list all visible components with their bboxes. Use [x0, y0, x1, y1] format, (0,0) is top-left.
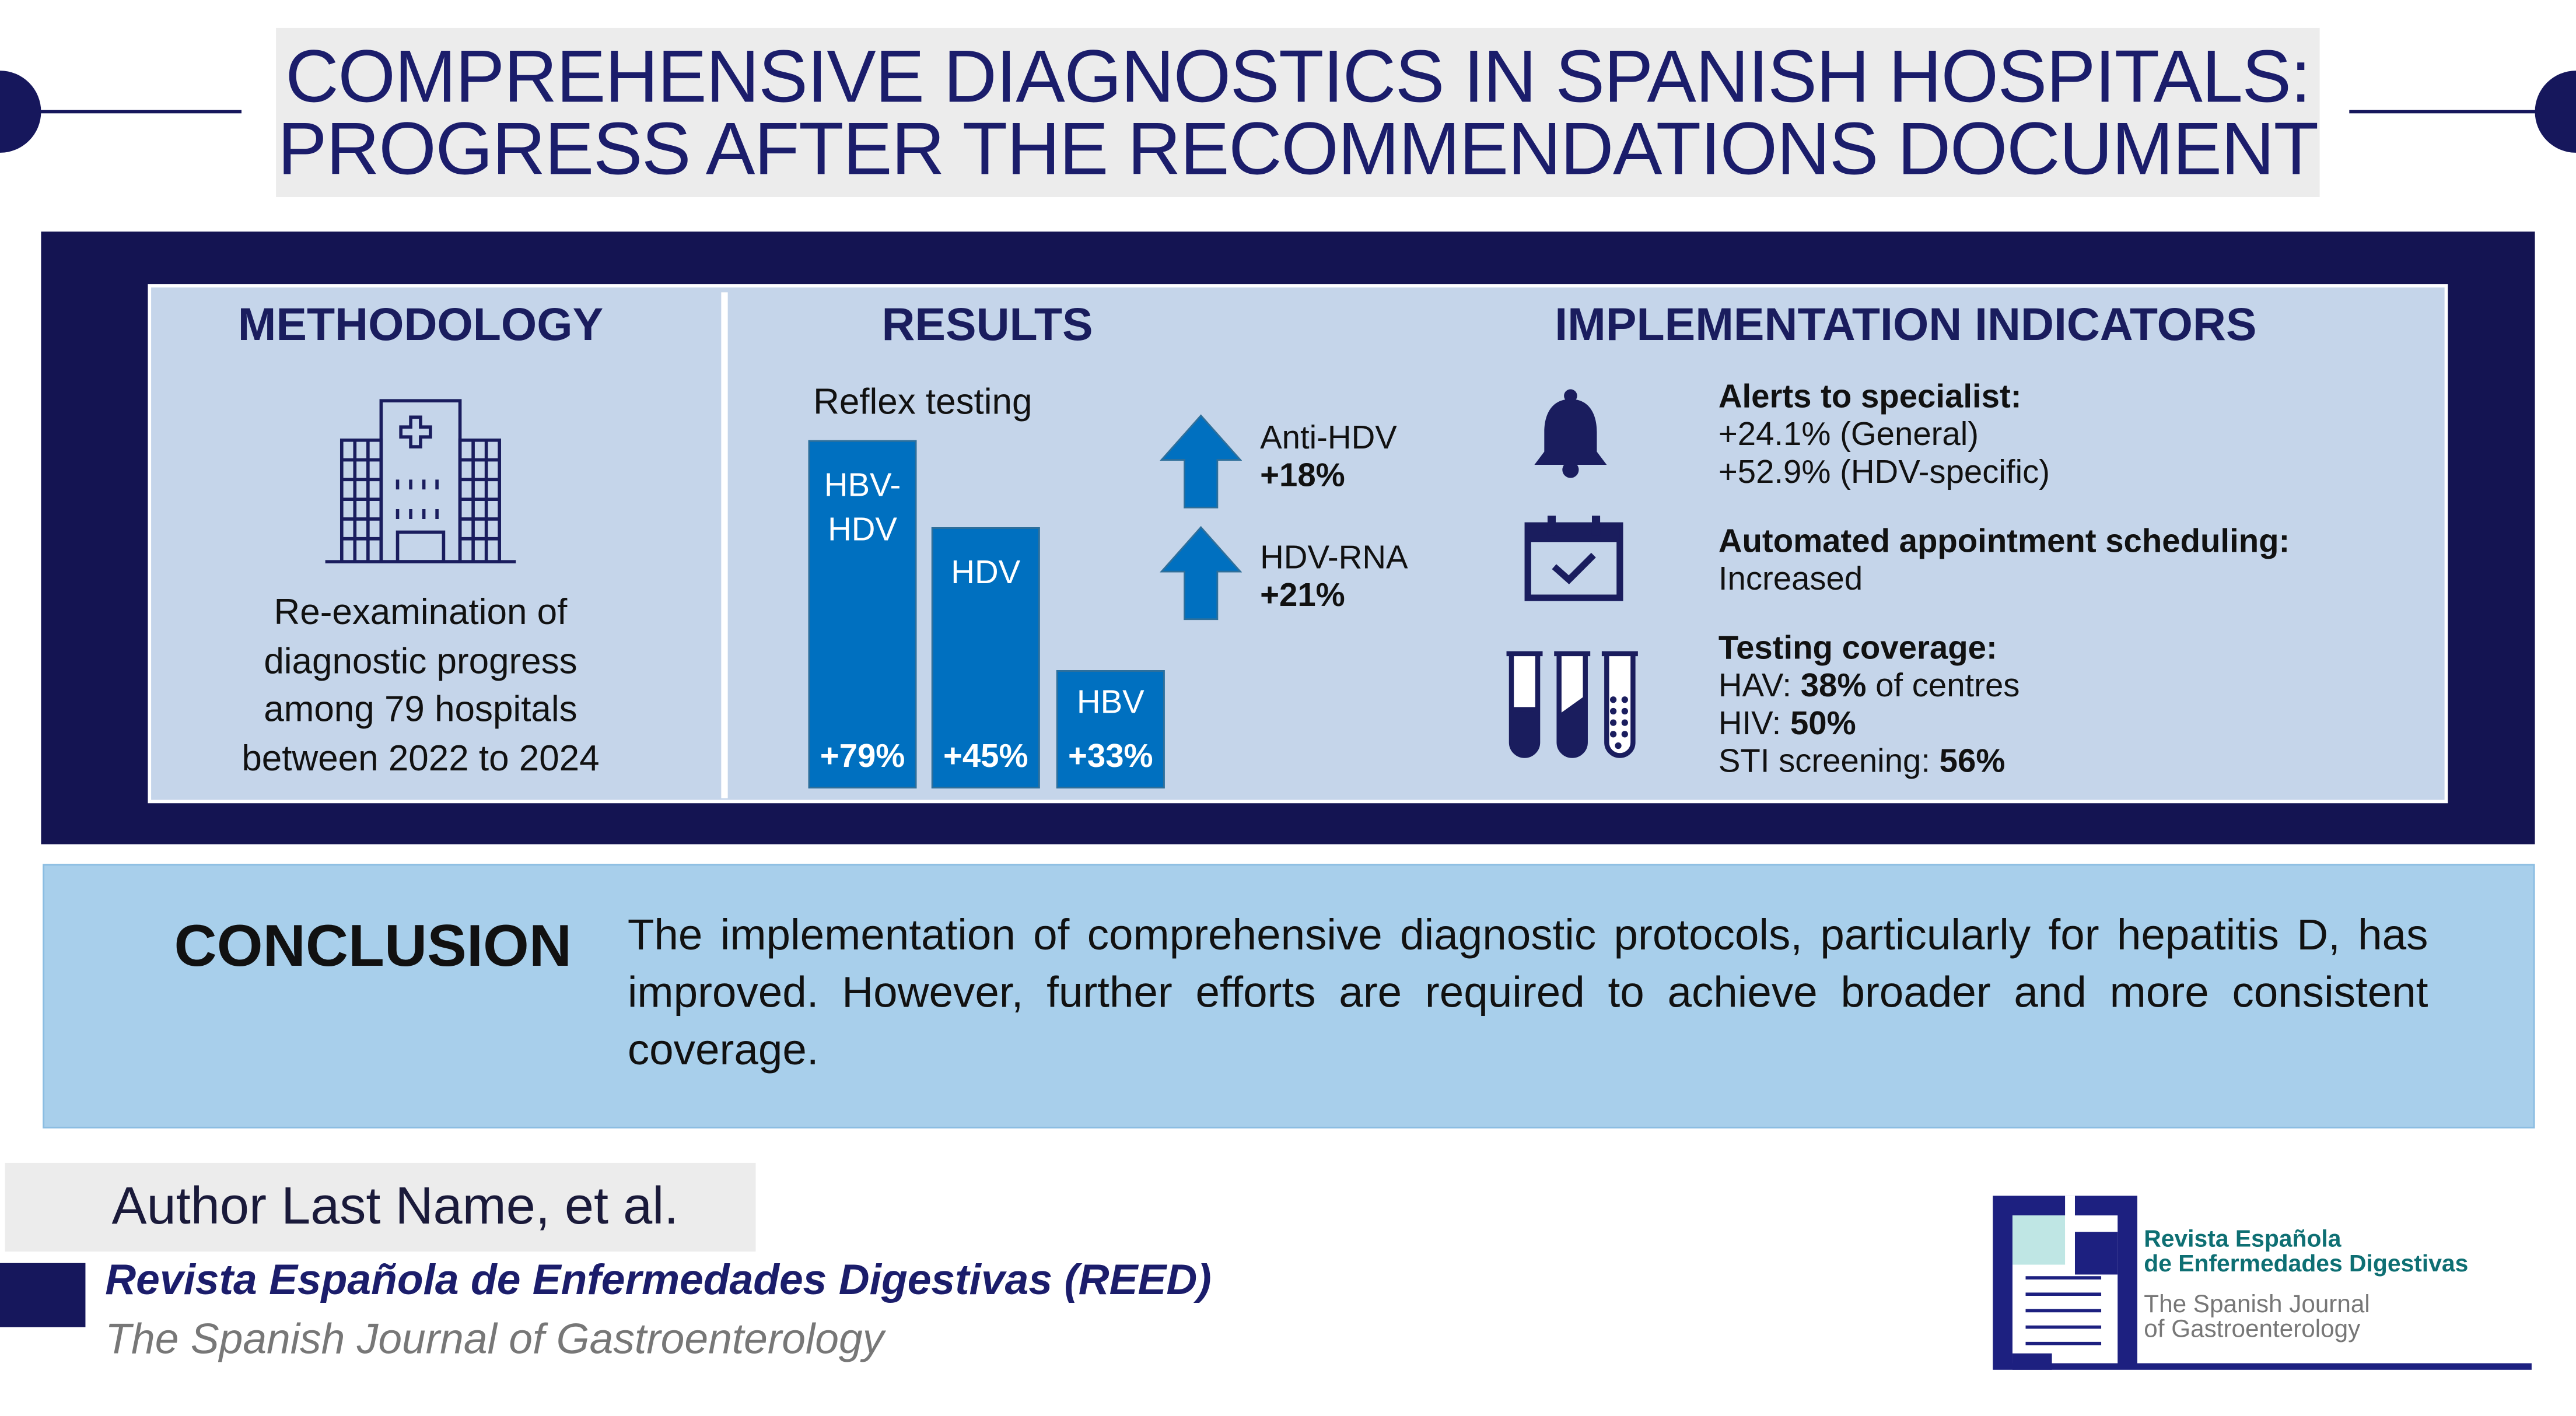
indicators-heading: IMPLEMENTATION INDICATORS	[1555, 299, 2257, 350]
conclusion-heading: CONCLUSION	[174, 912, 572, 979]
alerts-indicator: Alerts to specialist: +24.1% (General) +…	[1718, 379, 2050, 492]
journal-logo: Revista Española de Enfermedades Digestiv…	[1993, 1196, 2535, 1376]
test-tubes-icon	[1506, 651, 1638, 758]
methodology-line: diagnostic progress	[264, 639, 578, 681]
journal-english-name: The Spanish Journal of Gastroenterology	[105, 1314, 884, 1364]
author-box	[5, 1162, 756, 1252]
bar-value: +45%	[943, 739, 1028, 776]
decor-circle-left	[0, 71, 41, 153]
bar-value: +79%	[820, 739, 905, 776]
conclusion-panel	[43, 864, 2535, 1128]
bar-hdv: HDV +45%	[931, 527, 1040, 788]
author-name: Author Last Name, et al.	[111, 1176, 679, 1235]
logo-title: Revista Española de Enfermedades Digestiv…	[2144, 1226, 2469, 1278]
title-line-2: PROGRESS AFTER THE RECOMMENDATIONS DOCUM…	[278, 107, 2319, 191]
conclusion-text: The implementation of comprehensive diag…	[627, 910, 2428, 1074]
arrow-up-icon	[1160, 414, 1242, 509]
results-heading: RESULTS	[881, 299, 1093, 350]
calendar-check-icon	[1524, 516, 1623, 601]
methodology-heading: METHODOLOGY	[237, 299, 604, 350]
methodology-line: among 79 hospitals	[264, 688, 578, 730]
content-panel	[148, 284, 2448, 804]
arrow-up-icon	[1160, 525, 1242, 621]
logo-subtitle: The Spanish Journal of Gastroenterology	[2144, 1291, 2370, 1344]
hospital-icon	[325, 399, 516, 563]
footer-accent	[0, 1263, 86, 1327]
methodology-line: Re-examination of	[274, 591, 568, 633]
coverage-indicator: Testing coverage: HAV: 38% of centres HI…	[1718, 630, 2020, 780]
divider	[721, 292, 728, 798]
page-title: COMPREHENSIVE DIAGNOSTICS IN SPANISH HOS…	[276, 27, 2320, 197]
reflex-testing-label: Reflex testing	[813, 381, 1032, 422]
bar-label: HDV	[951, 555, 1021, 591]
bell-icon	[1534, 389, 1607, 478]
bar-label: HBV	[1076, 685, 1144, 721]
journal-name: Revista Española de Enfermedades Digesti…	[105, 1254, 1212, 1305]
bar-label: HBV- HDV	[824, 468, 901, 549]
hdv-rna-stat: HDV-RNA +21%	[1260, 540, 1408, 615]
bar-value: +33%	[1068, 739, 1153, 776]
title-line-1: COMPREHENSIVE DIAGNOSTICS IN SPANISH HOS…	[285, 34, 2311, 118]
methodology-text: Re-examination of diagnostic progress am…	[164, 588, 677, 781]
decor-line-right	[2349, 110, 2539, 114]
scheduling-indicator: Automated appointment scheduling: Increa…	[1718, 524, 2290, 598]
decor-circle-right	[2535, 71, 2576, 153]
intestine-logo-icon	[1993, 1196, 2532, 1370]
decor-line-left	[39, 110, 242, 114]
methodology-line: between 2022 to 2024	[242, 737, 600, 778]
bar-hbv: HBV +33%	[1056, 670, 1165, 788]
anti-hdv-stat: Anti-HDV +18%	[1260, 420, 1397, 495]
bar-hbv-hdv: HBV- HDV +79%	[808, 440, 917, 788]
